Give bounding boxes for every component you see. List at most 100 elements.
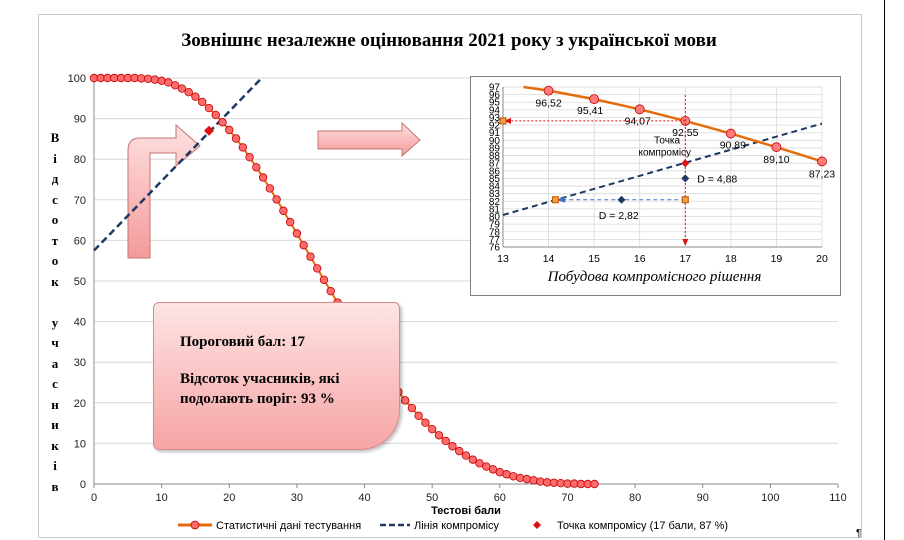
inset-d1-label: D = 4,88 [697, 173, 737, 185]
data-point [258, 173, 268, 182]
data-point [319, 275, 329, 284]
inset-arrow-blue-icon [555, 196, 566, 203]
inset-data-point [589, 94, 600, 105]
x-tick-label: 30 [291, 492, 303, 504]
compromise-line [93, 77, 263, 252]
y-axis-label-char: і [53, 150, 57, 166]
data-point [407, 403, 417, 413]
data-point [509, 472, 518, 481]
inset-y-tick-label: 77 [489, 235, 501, 246]
data-point [400, 396, 410, 405]
y-axis-label-char: в [51, 478, 59, 494]
y-axis-label-char: а [51, 355, 59, 371]
data-point [218, 118, 227, 127]
y-axis-label-char: В [50, 130, 60, 145]
data-point [455, 446, 464, 456]
data-point [590, 479, 599, 489]
y-tick-label: 20 [74, 398, 86, 410]
data-point [414, 411, 423, 420]
data-point [245, 152, 254, 162]
inset-x-tick-label: 20 [816, 253, 828, 265]
data-point [421, 418, 430, 427]
data-point [306, 252, 315, 261]
inset-data-line [523, 85, 823, 163]
data-point [313, 264, 322, 273]
x-tick-label: 100 [761, 492, 779, 504]
data-point [299, 241, 308, 250]
inset-y-tick-label: 95 [489, 98, 501, 109]
y-axis-label-char: к [51, 437, 59, 453]
data-point [279, 206, 288, 215]
inset-marker-17 [681, 196, 689, 204]
legend-label-line: Лінія компромісу [414, 520, 500, 532]
data-point [252, 163, 261, 172]
x-tick-label: 80 [629, 492, 641, 504]
inset-y-tick-label: 81 [489, 204, 501, 215]
data-point [285, 217, 295, 227]
right-arrow-icon [317, 121, 421, 158]
inset-compromise-label: Точка [654, 135, 680, 146]
chart-title: Зовнішнє незалежне оцінювання 2021 року … [181, 30, 717, 51]
inset-x-tick-label: 16 [634, 253, 646, 265]
data-point [204, 103, 214, 113]
x-tick-label: 90 [697, 492, 709, 504]
inset-y-tick-label: 80 [489, 212, 501, 223]
inset-compromise-label-2: компромісу [638, 147, 691, 158]
inset-data-point [543, 85, 554, 96]
y-axis-label-char: к [51, 273, 59, 289]
x-tick-label: 70 [561, 492, 573, 504]
y-axis-label-char: і [53, 458, 57, 473]
inset-data-point [725, 128, 736, 139]
inset-data-label: 96,52 [535, 98, 561, 110]
data-point [529, 476, 538, 485]
inset-y-tick-label: 87 [489, 159, 501, 170]
inset-x-tick-label: 18 [725, 253, 737, 265]
inset-y-tick-label: 85 [489, 174, 501, 185]
data-point [468, 455, 477, 464]
y-axis-label-char [48, 292, 62, 313]
y-axis-label-char: о [51, 212, 59, 227]
inset-y-tick-label: 97 [489, 83, 501, 94]
data-point [522, 474, 532, 484]
inset-y-tick-label: 86 [489, 166, 501, 177]
y-tick-label: 50 [74, 276, 86, 288]
data-point [272, 195, 281, 204]
percent-label: Відсоток учасників, які подолають поріг:… [180, 371, 340, 407]
inset-y-tick-label: 82 [489, 197, 501, 208]
y-tick-label: 30 [74, 357, 86, 369]
data-point [150, 75, 160, 84]
inset-title: Побудова компромісного рішення [547, 269, 762, 285]
compromise-point [203, 125, 214, 136]
data-point [448, 442, 457, 451]
inset-x-tick-label: 14 [543, 253, 555, 265]
x-tick-label: 60 [494, 492, 506, 504]
x-tick-label: 110 [829, 492, 847, 504]
x-tick-label: 0 [91, 492, 97, 504]
y-tick-label: 10 [74, 438, 86, 450]
y-axis-label-char: у [51, 314, 59, 330]
inset-marker-14 [551, 196, 559, 204]
inset-d2-label: D = 2,82 [599, 210, 639, 222]
y-axis-label-char: и [51, 417, 59, 432]
data-point [238, 143, 247, 152]
data-point [170, 81, 180, 90]
data-point [265, 184, 275, 193]
y-axis-label-char: т [51, 232, 59, 248]
inset-data-label: 87,23 [809, 168, 835, 180]
y-axis-label-char: с [52, 191, 58, 207]
y-tick-label: 60 [74, 235, 86, 247]
x-tick-label: 50 [426, 492, 438, 504]
inset-y-tick-label: 92 [489, 121, 501, 132]
data-point [184, 88, 193, 97]
inset-y-tick-label: 91 [489, 128, 501, 139]
paragraph-mark: ¶ [856, 528, 862, 539]
threshold-label: Пороговий бал: 17 [180, 334, 306, 350]
y-axis-label-char: н [51, 396, 59, 412]
y-tick-label: 0 [80, 479, 86, 491]
legend-label-stat: Статистичні дані тестування [216, 520, 361, 532]
inset-y-tick-label: 93 [489, 113, 501, 124]
data-point [191, 92, 200, 101]
data-point [177, 84, 187, 93]
legend-marker-stat [190, 520, 200, 530]
